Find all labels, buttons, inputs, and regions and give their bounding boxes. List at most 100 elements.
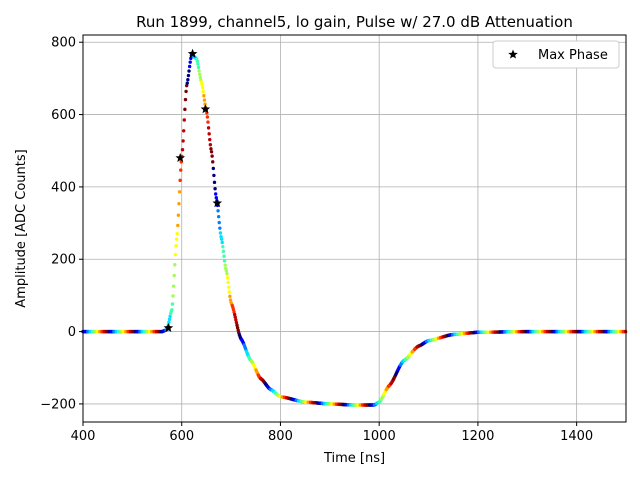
pulse-sample (168, 314, 172, 319)
pulse-sample (182, 129, 186, 133)
pulse-sample (171, 294, 175, 298)
pulse-sample (198, 72, 202, 77)
legend-box (492, 40, 620, 69)
pulse-sample (205, 115, 210, 119)
x-tick-label-3: 1000 (363, 429, 396, 444)
pulse-sample (225, 272, 229, 276)
pulse-sample (212, 180, 217, 185)
pulse-sample (170, 308, 174, 312)
plot-frame (82, 34, 627, 423)
pulse-sample (221, 249, 226, 254)
pulse-sample (216, 209, 220, 213)
grid-lines (82, 35, 626, 422)
y-tick-label-0: −200 (40, 397, 76, 412)
pulse-sample (167, 317, 172, 322)
y-tick-label-1: 0 (68, 325, 76, 340)
pulse-sample (197, 69, 201, 73)
pulse-sample (219, 237, 224, 241)
pulse-sample (218, 226, 222, 230)
pulse-sample (172, 273, 176, 278)
pulse-sample (234, 320, 239, 325)
pulse-sample (177, 190, 182, 194)
pulse-sample (178, 178, 182, 183)
pulse-sample (176, 223, 180, 228)
pulse-sample (206, 120, 210, 124)
pulse-sample (173, 263, 177, 267)
pulse-sample (232, 312, 237, 317)
pulse-sample (226, 280, 230, 285)
pulse-sample (176, 213, 181, 217)
pulse-sample (207, 132, 211, 136)
max-phase-star-2 (187, 48, 198, 58)
pulse-sample (196, 65, 201, 70)
pulse-sample (222, 254, 226, 258)
max-phase-markers (163, 48, 223, 333)
y-tick-label-2: 200 (51, 253, 76, 268)
pulse-sample (208, 137, 212, 142)
pulse-sample (200, 85, 205, 90)
pulse-sample (174, 237, 179, 241)
y-axis-label: Amplitude [ADC Counts] (14, 149, 29, 307)
pulse-sample (185, 81, 189, 85)
legend-star-icon (508, 49, 518, 59)
pulse-sample (234, 318, 238, 322)
pulse-sample (179, 168, 183, 172)
pulse-sample (208, 142, 213, 147)
pulse-sample (209, 147, 213, 151)
pulse-sample (189, 56, 193, 61)
chart-title: Run 1899, channel5, lo gain, Pulse w/ 27… (136, 13, 573, 31)
pulse-sample (220, 240, 224, 245)
pulse-sample (210, 154, 214, 158)
pulse-sample (187, 64, 192, 69)
x-tick-label-2: 800 (268, 429, 293, 444)
pulse-sample (183, 107, 187, 112)
pulse-sample (228, 294, 232, 299)
pulse-sample (167, 320, 171, 324)
pulse-sample (209, 150, 214, 154)
pulse-sample (184, 89, 188, 94)
y-tick-label-4: 600 (51, 108, 76, 123)
x-tick-label-1: 600 (169, 429, 194, 444)
pulse-sample (211, 160, 215, 164)
pulse-sample (224, 269, 229, 273)
pulse-sample (206, 126, 211, 130)
max-phase-star-0 (163, 322, 174, 333)
pulse-sample (196, 62, 200, 66)
max-phase-star-3 (200, 104, 211, 114)
pulse-curve (81, 53, 628, 407)
pulse-sample (188, 60, 192, 64)
pulse-sample (174, 244, 178, 248)
pulse-sample (186, 78, 190, 82)
pulse-sample (221, 244, 225, 249)
pulse-sample (195, 59, 200, 63)
pulse-sample (182, 118, 186, 122)
x-tick-label-4: 1200 (461, 429, 494, 444)
max-phase-star-4 (212, 198, 223, 208)
max-phase-star-1 (175, 152, 185, 163)
x-axis-label: Time [ns] (323, 451, 385, 466)
pulse-sample (227, 285, 231, 289)
pulse-sample (213, 192, 218, 196)
x-axis-ticks: 400 600 800 1000 1200 1400 (71, 422, 593, 444)
pulse-sample (173, 252, 178, 257)
legend: Max Phase (492, 40, 620, 69)
pulse-sample (227, 290, 232, 294)
pulse-sample (198, 75, 202, 80)
pulse-sample (202, 94, 206, 98)
x-tick-label-0: 400 (71, 429, 96, 444)
pulse-sample (202, 98, 207, 102)
y-axis-ticks: −200 0 200 400 600 800 (40, 36, 83, 412)
pulse-sample (171, 284, 176, 288)
pulse-sample (212, 173, 216, 178)
y-tick-label-3: 400 (51, 180, 76, 195)
legend-entry-max-phase: Max Phase (538, 48, 608, 63)
pulse-sample (175, 231, 179, 236)
pulse-sample (200, 82, 204, 87)
pulse-sample (233, 315, 237, 319)
pulse-sample (217, 220, 221, 225)
pulse-sample (170, 302, 175, 306)
pulse-sample (218, 231, 223, 235)
pulse-sample (225, 276, 230, 280)
pulse-sample (203, 102, 207, 106)
